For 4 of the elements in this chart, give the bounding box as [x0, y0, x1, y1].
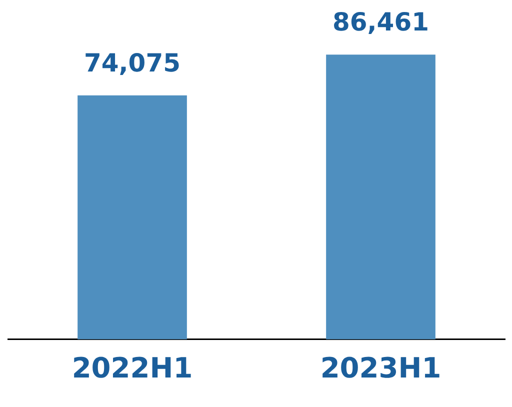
data-label: 86,461: [332, 8, 429, 37]
data-label: 74,075: [84, 48, 180, 78]
x-tick-label: 2022H1: [72, 351, 193, 384]
x-tick-label: 2023H1: [320, 351, 442, 384]
